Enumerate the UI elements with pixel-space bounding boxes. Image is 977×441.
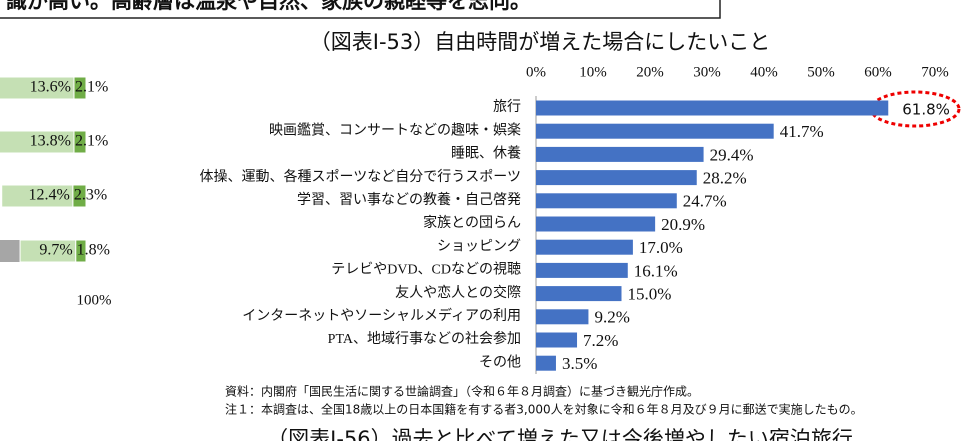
category-label: 体操、運動、各種スポーツなど自分で行うスポーツ <box>200 169 521 185</box>
bar <box>536 262 628 278</box>
category-label: その他 <box>479 354 521 370</box>
bar <box>536 193 677 209</box>
bar <box>536 332 578 348</box>
value-label: 2.1% <box>75 133 108 150</box>
chart-title: （図表Ⅰ-53）自由時間が増えた場合にしたいこと <box>310 30 771 54</box>
bar <box>536 100 889 116</box>
category-label: PTA、地域行事などの社会参加 <box>328 330 521 347</box>
bar <box>536 216 656 232</box>
category-label: 睡眠、休養 <box>451 145 521 162</box>
value-label: 3.5% <box>562 354 597 373</box>
left-gray-segment <box>0 240 20 262</box>
value-label: 2.1% <box>75 79 108 96</box>
x-tick-label: 40% <box>750 64 778 80</box>
value-label: 2.3% <box>74 187 107 204</box>
x-tick-label: 20% <box>636 64 664 80</box>
value-label: 1.8% <box>77 242 110 259</box>
value-label: 17.0% <box>639 238 683 257</box>
next-title: （図表Ⅰ-56）過去と比べて増えた又は今後増やしたい宿泊旅行 <box>267 427 853 441</box>
category-label: テレビやDVD、CDなどの視聴 <box>331 262 521 278</box>
stacked-bar-segment <box>0 76 75 100</box>
value-label: 7.2% <box>583 331 618 350</box>
header-box <box>0 0 721 19</box>
x-tick-label: 0% <box>526 64 546 80</box>
x-tick-label: 70% <box>921 64 949 80</box>
bar <box>536 355 556 371</box>
category-label: インターネットやソーシャルメディアの利用 <box>242 307 521 324</box>
category-label: 旅行 <box>493 99 521 115</box>
category-label: 友人や恋人との交際 <box>395 284 521 301</box>
x-tick-label: 10% <box>579 64 607 80</box>
value-label: 9.2% <box>594 308 629 327</box>
category-label: 学習、習い事などの教養・自己啓発 <box>297 191 521 208</box>
value-label: 9.7% <box>39 242 72 259</box>
value-label: 28.2% <box>703 169 747 188</box>
value-label: 16.1% <box>634 261 678 280</box>
value-label: 29.4% <box>710 145 754 164</box>
stacked-bar-segment <box>0 130 75 154</box>
bar <box>536 170 697 186</box>
category-label: ショッピング <box>437 238 521 254</box>
value-label: 15.0% <box>628 285 672 304</box>
category-label: 家族との団らん <box>423 214 521 231</box>
stacked-bar-segment <box>19 239 77 263</box>
bar <box>536 239 633 255</box>
header-text: 識が高い。高齢層は温泉や自然、家族の親睦等を志向。 <box>6 0 531 13</box>
x-tick-label: 100% <box>77 292 112 308</box>
bar <box>536 286 622 302</box>
footnote: 注１：本調査は、全国18歳以上の日本国籍を有する者3,000人を対象に令和６年８… <box>225 402 863 417</box>
source-note: 資料：内閣府「国民生活に関する世論調査」（令和６年８月調査）に基づき観光庁作成。 <box>225 384 699 399</box>
stacked-bar-segment <box>1 184 74 208</box>
x-tick-label: 50% <box>807 64 835 80</box>
value-label: 20.9% <box>661 215 705 234</box>
bar <box>536 146 704 162</box>
value-label: 41.7% <box>780 122 824 141</box>
x-tick-label: 60% <box>864 64 892 80</box>
x-tick-label: 30% <box>693 64 721 80</box>
category-label: 映画鑑賞、コンサートなどの趣味・娯楽 <box>269 121 521 138</box>
value-label: 13.6% <box>30 79 71 96</box>
value-label: 24.7% <box>683 192 727 211</box>
value-label: 61.8% <box>902 101 950 119</box>
bar <box>536 123 774 139</box>
bar <box>536 309 589 325</box>
value-label: 12.4% <box>28 187 69 204</box>
value-label: 13.8% <box>30 133 71 150</box>
